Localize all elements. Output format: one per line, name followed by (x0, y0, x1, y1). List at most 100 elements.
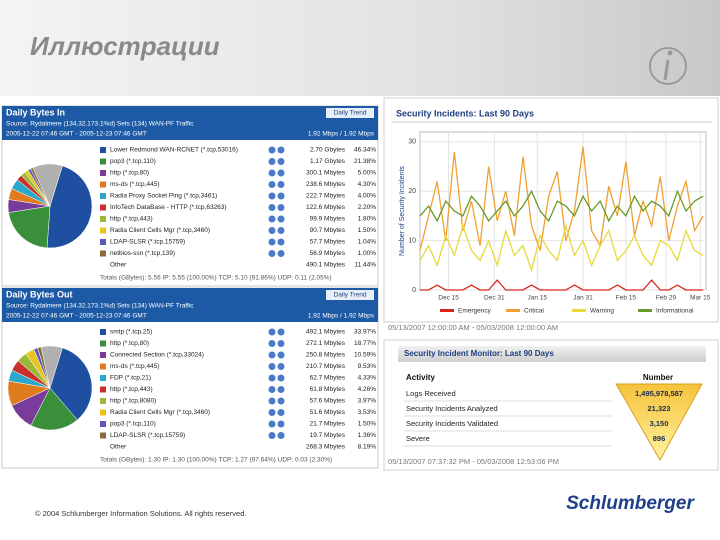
row-percent: 4.00% (358, 193, 377, 200)
c-icon[interactable] (277, 181, 285, 188)
h-icon[interactable] (268, 215, 276, 223)
trend-button (326, 108, 374, 118)
chart-title: Security Incidents: Last 90 Days (396, 108, 534, 118)
row-volume: 250.8 Mbytes (306, 352, 346, 359)
h-icon[interactable] (268, 181, 276, 188)
legend-swatch (100, 340, 106, 347)
info-icon-dot (667, 50, 673, 56)
c-icon[interactable] (277, 397, 285, 405)
row-name: http (*.tcp,443) (110, 386, 153, 393)
c-icon[interactable] (277, 215, 285, 223)
row-volume: 62.7 Mbytes (310, 375, 346, 382)
h-icon[interactable] (268, 328, 276, 336)
row-volume: 300.1 Mbytes (306, 170, 346, 177)
row-percent: 4.26% (358, 386, 377, 393)
h-icon[interactable] (268, 238, 276, 246)
legend-swatch (100, 216, 106, 222)
h-icon[interactable] (268, 169, 276, 177)
row-volume: 61.8 Mbytes (310, 386, 346, 393)
legend-swatch (638, 309, 652, 312)
legend-swatch (100, 363, 106, 370)
row-name: Other (110, 444, 127, 451)
x-tick-label: Jan 31 (573, 295, 593, 302)
rate: 1.92 Mbps / 1.92 Mbps (308, 313, 375, 320)
row-percent: 9.53% (358, 363, 377, 370)
h-icon[interactable] (268, 374, 276, 382)
row-name: Lower Redmond WAN-RCNET (*.tcp,53016) (110, 147, 238, 154)
h-icon[interactable] (268, 420, 276, 428)
pie-slice (40, 345, 63, 389)
row-volume: 122.6 Mbytes (306, 204, 346, 211)
row-volume: 1.17 Gbytes (310, 158, 346, 165)
c-icon[interactable] (277, 204, 285, 211)
series-line (420, 279, 704, 291)
h-icon[interactable] (268, 386, 276, 393)
row-name: LDAP-SLSR (*.tcp,15759) (110, 432, 185, 439)
copyright: © 2004 Schlumberger Information Solution… (35, 509, 246, 518)
h-icon[interactable] (268, 432, 276, 439)
c-icon[interactable] (277, 192, 285, 200)
c-icon[interactable] (277, 363, 285, 370)
h-icon[interactable] (268, 204, 276, 211)
h-icon[interactable] (268, 146, 276, 154)
legend-swatch (100, 147, 106, 153)
h-icon[interactable] (268, 340, 276, 347)
h-icon[interactable] (268, 192, 276, 200)
c-icon[interactable] (277, 238, 285, 246)
h-icon[interactable] (268, 397, 276, 405)
pie-slice (49, 347, 93, 421)
h-icon[interactable] (268, 227, 276, 234)
y-tick-label: 10 (408, 237, 416, 244)
number: 1,495,978,587 (635, 389, 683, 398)
c-icon[interactable] (277, 158, 285, 165)
row-volume: 2.70 Gbytes (310, 147, 346, 154)
y-axis-label: Number of Security Incidents (399, 166, 406, 256)
row-volume: 51.6 Mbytes (310, 409, 346, 416)
c-icon[interactable] (277, 146, 285, 154)
legend-swatch (100, 170, 106, 176)
info-icon-stem (663, 59, 670, 81)
monitor-title: Security Incident Monitor: Last 90 Days (404, 349, 554, 358)
row-volume: 90.7 Mbytes (310, 227, 346, 234)
x-tick-label: Feb 29 (656, 295, 677, 302)
legend-swatch (100, 421, 106, 427)
c-icon[interactable] (277, 340, 285, 347)
row-volume: 238.6 Mbytes (306, 181, 346, 188)
legend-swatch (100, 250, 106, 257)
x-tick-label: Mar 15 (690, 295, 711, 302)
chart-period: 05/13/2007 12:00:00 AM - 05/03/2008 12:0… (388, 323, 558, 332)
c-icon[interactable] (277, 432, 285, 439)
row-percent: 46.34% (354, 147, 376, 154)
h-icon[interactable] (268, 409, 276, 416)
c-icon[interactable] (277, 351, 285, 359)
c-icon[interactable] (277, 409, 285, 416)
legend-label: Informational (656, 308, 694, 315)
c-icon[interactable] (277, 227, 285, 234)
c-icon[interactable] (277, 420, 285, 428)
h-icon[interactable] (268, 351, 276, 359)
c-icon[interactable] (277, 250, 285, 257)
h-icon[interactable] (268, 250, 276, 257)
row-volume: 272.1 Mbytes (306, 340, 346, 347)
row-volume: 490.1 Mbytes (306, 262, 346, 269)
c-icon[interactable] (277, 328, 285, 336)
legend-label: Critical (524, 308, 544, 315)
row-name: FDP (*.tcp,21) (110, 375, 151, 382)
totals: Totals (GBytes): 5.56 IP: 5.55 (100.00%)… (100, 275, 332, 282)
trend-label: Daily Trend (334, 292, 367, 299)
funnel (615, 383, 703, 462)
monitor-title-bar (398, 346, 706, 362)
activity: Security Incidents Validated (406, 419, 498, 428)
c-icon[interactable] (277, 386, 285, 393)
header-band (0, 0, 720, 96)
x-tick-label: Dec 31 (484, 295, 505, 302)
totals: Totals (GBytes): 1.30 IP: 1.30 (100.00%)… (100, 457, 332, 464)
y-tick-label: 30 (408, 139, 416, 146)
h-icon[interactable] (268, 158, 276, 165)
pie-slice (30, 387, 78, 431)
c-icon[interactable] (277, 169, 285, 177)
h-icon[interactable] (268, 363, 276, 370)
series-line (419, 146, 704, 251)
c-icon[interactable] (277, 374, 285, 382)
legend-label: Emergency (458, 308, 492, 315)
